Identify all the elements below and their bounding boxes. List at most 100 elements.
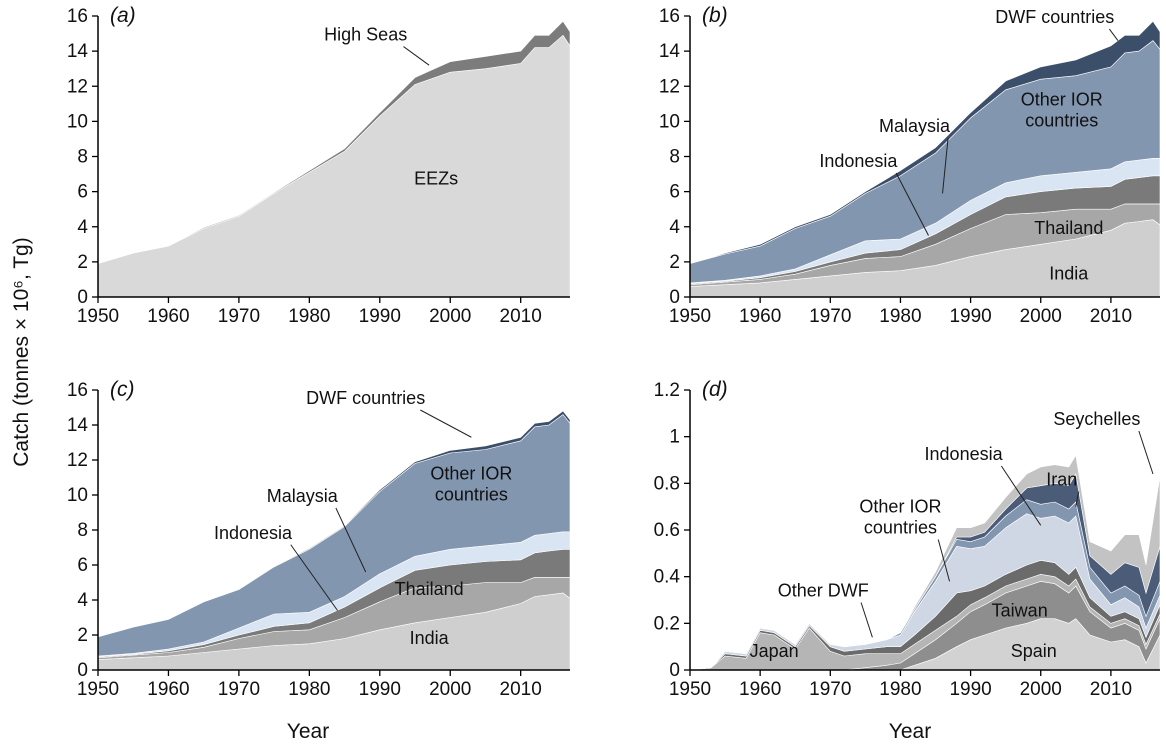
y-tick-label-a: 12	[67, 76, 88, 97]
x-tick-label-c: 1960	[147, 679, 189, 700]
annotation-c-thailand: Thailand	[395, 579, 464, 599]
annotation-leader-d	[860, 602, 873, 638]
annotation-b-india: India	[1049, 263, 1089, 283]
series-area-b-dwf-countries	[689, 20, 1161, 264]
y-tick-label-c: 2	[77, 625, 88, 646]
x-tick-label-b: 1970	[809, 306, 851, 327]
annotation-leader-d	[937, 539, 951, 582]
x-tick-label-a: 1960	[147, 306, 189, 327]
x-tick-label-d: 1970	[809, 679, 851, 700]
y-tick-label-c: 6	[77, 555, 88, 576]
y-tick-label-a: 10	[67, 111, 88, 132]
y-tick-label-c: 8	[77, 520, 88, 541]
annotation-d-countries: countries	[864, 518, 937, 538]
x-axis-title-bottom-left: Year	[287, 720, 329, 743]
annotation-a-high-seas: High Seas	[324, 25, 407, 45]
x-tick-label-d: 1980	[879, 679, 921, 700]
annotation-leader-b	[942, 137, 949, 194]
series-area-a-eezs	[97, 34, 571, 298]
y-tick-label-d: 0	[669, 660, 680, 681]
y-tick-label-d: 1.2	[654, 380, 680, 401]
x-tick-label-b: 2000	[1020, 306, 1062, 327]
y-tick-label-b: 2	[669, 252, 680, 273]
y-tick-label-c: 4	[77, 590, 88, 611]
x-tick-label-a: 1980	[288, 306, 330, 327]
x-tick-label-b: 2010	[1090, 306, 1132, 327]
y-tick-label-b: 8	[669, 147, 680, 168]
y-tick-label-d: 0.8	[654, 473, 680, 494]
annotation-a-eezs: EEZs	[414, 169, 458, 189]
annotation-leader-c	[420, 409, 472, 438]
annotation-c-countries: countries	[435, 484, 508, 504]
y-axis-title: Catch (tonnes × 10⁶, Tg)	[10, 237, 33, 466]
y-tick-label-d: 0.4	[654, 567, 681, 588]
annotation-b-malaysia: Malaysia	[879, 116, 951, 136]
panel-a: 1950 1960 1970 1980 1990 2000 2010 0 2 4 6 8 10 12 14 1…	[67, 4, 571, 327]
annotation-b-other-ior: Other IOR	[1021, 90, 1103, 110]
panel-label-a: (a)	[110, 4, 136, 27]
annotation-leader-d	[1000, 465, 1042, 526]
series-area-d-seychelles	[689, 454, 1161, 671]
x-tick-label-c: 2010	[500, 679, 542, 700]
annotation-d-other-dwf: Other DWF	[778, 581, 869, 601]
x-tick-label-a: 2000	[429, 306, 471, 327]
annotation-leader-b	[1108, 28, 1119, 41]
annotation-c-malaysia: Malaysia	[267, 486, 339, 506]
y-tick-label-c: 16	[67, 380, 88, 401]
panel-label-c: (c)	[110, 378, 135, 401]
x-tick-label-c: 1980	[288, 679, 330, 700]
x-tick-label-a: 1970	[218, 306, 260, 327]
x-tick-label-d: 1990	[949, 679, 991, 700]
panel-b: 1950 1960 1970 1980 1990 2000 2010 0 2 4 6 8 10 12 14 1…	[659, 4, 1161, 327]
x-tick-label-c: 2000	[429, 679, 471, 700]
x-tick-label-a: 1990	[359, 306, 401, 327]
y-tick-label-a: 16	[67, 6, 88, 27]
y-tick-label-b: 4	[669, 217, 680, 238]
annotation-d-japan: Japan	[750, 641, 799, 661]
x-tick-label-d: 2000	[1020, 679, 1062, 700]
y-tick-label-b: 10	[659, 111, 680, 132]
annotation-leader-b	[895, 172, 929, 236]
annotation-d-other-ior: Other IOR	[859, 497, 941, 517]
annotation-c-indonesia: Indonesia	[214, 523, 293, 543]
annotation-b-countries: countries	[1025, 111, 1098, 131]
series-area-a-high-seas	[97, 20, 571, 264]
annotation-d-spain: Spain	[1011, 641, 1057, 661]
y-tick-label-d: 0.2	[654, 613, 680, 634]
annotation-c-india: India	[410, 628, 450, 648]
x-tick-label-c: 1970	[218, 679, 260, 700]
annotation-c-dwf-countries: DWF countries	[306, 388, 425, 408]
y-tick-label-a: 8	[77, 147, 88, 168]
annotation-d-iran: Iran	[1046, 470, 1077, 490]
x-tick-label-c: 1990	[359, 679, 401, 700]
x-tick-label-b: 1960	[739, 306, 781, 327]
annotation-d-indonesia: Indonesia	[925, 444, 1004, 464]
series-area-c-dwf-countries	[97, 410, 571, 638]
annotation-leader-d	[1075, 491, 1080, 507]
y-tick-label-d: 0.6	[654, 520, 680, 541]
annotation-leader-c	[335, 507, 367, 573]
x-tick-label-b: 1950	[669, 306, 711, 327]
y-tick-label-c: 12	[67, 450, 88, 471]
y-tick-label-b: 16	[659, 6, 680, 27]
y-tick-label-a: 6	[77, 182, 88, 203]
annotation-leader-c	[290, 544, 338, 611]
annotation-d-taiwan: Taiwan	[992, 600, 1048, 620]
x-axis-title-bottom-right: Year	[889, 720, 931, 743]
annotation-c-other-ior: Other IOR	[430, 463, 512, 483]
y-tick-label-a: 0	[77, 287, 88, 308]
y-tick-label-a: 2	[77, 252, 88, 273]
x-tick-label-b: 1990	[949, 306, 991, 327]
annotation-b-indonesia: Indonesia	[819, 151, 898, 171]
annotation-leader-a	[403, 46, 430, 66]
x-tick-label-d: 1950	[669, 679, 711, 700]
x-tick-label-d: 2010	[1090, 679, 1132, 700]
panel-label-b: (b)	[702, 4, 728, 27]
annotation-leader-d	[1138, 430, 1154, 475]
y-tick-label-c: 14	[67, 415, 89, 436]
annotation-b-dwf-countries: DWF countries	[995, 7, 1114, 27]
y-tick-label-a: 14	[67, 41, 89, 62]
y-tick-label-c: 0	[77, 660, 88, 681]
y-tick-label-b: 0	[669, 287, 680, 308]
